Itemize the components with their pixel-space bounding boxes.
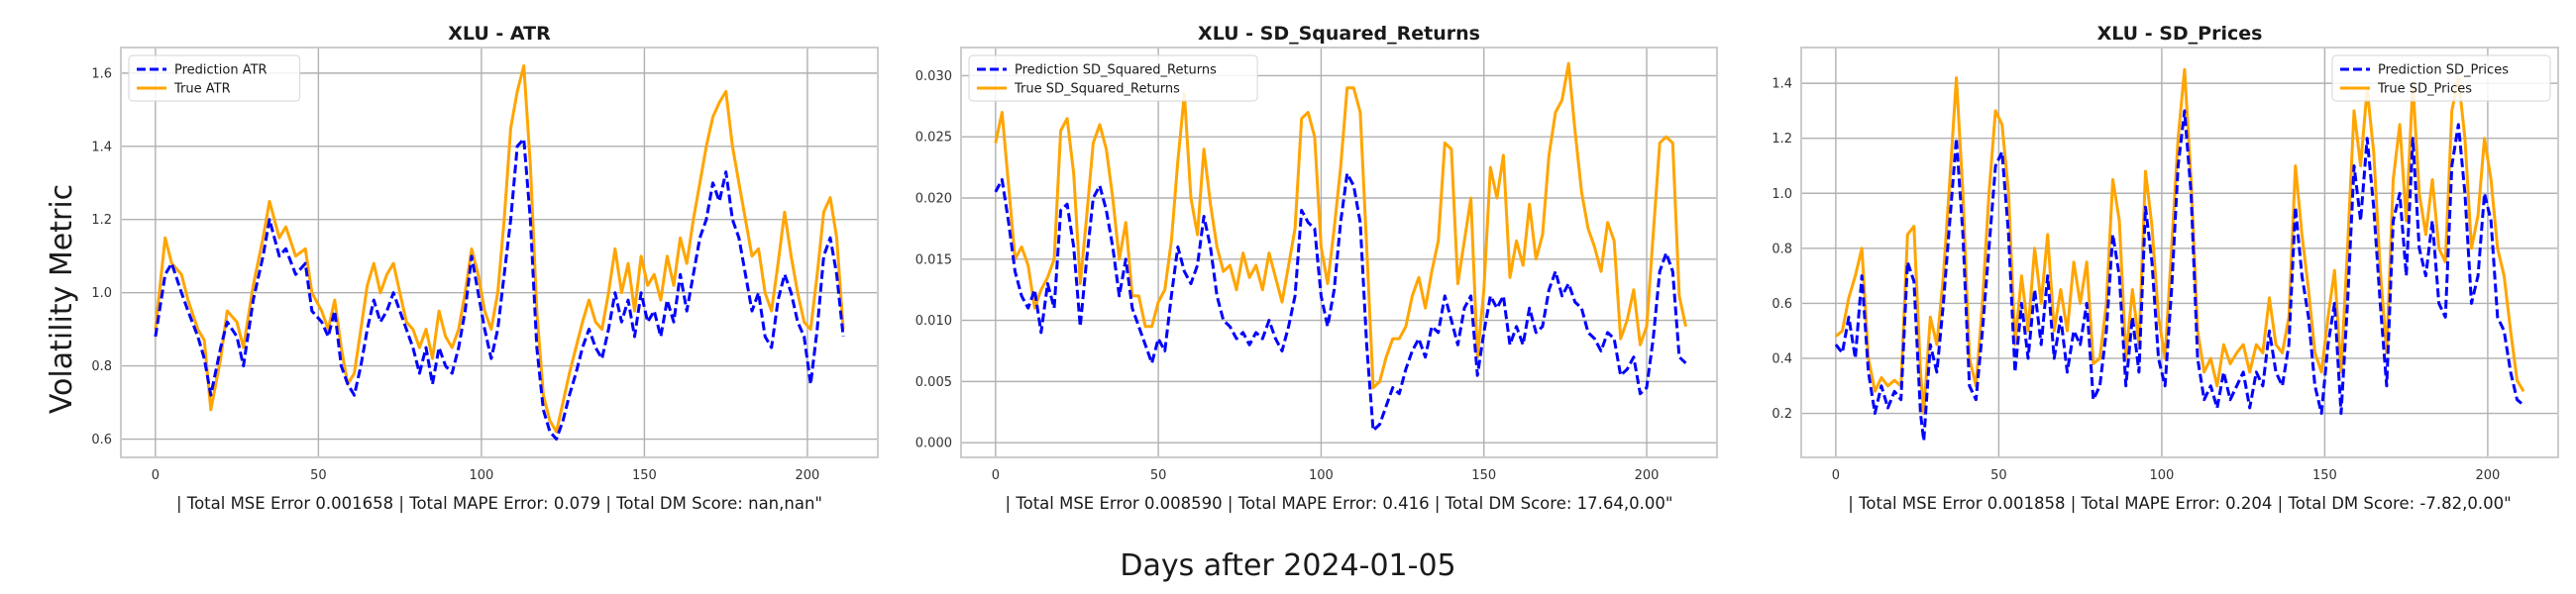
legend: Prediction SD_Prices True SD_Prices [2331,54,2551,102]
subplot-xlabel: | Total MSE Error 0.008590 | Total MAPE … [1006,494,1673,513]
subplot-title: XLU - ATR [448,23,551,45]
legend-label: Prediction ATR [174,63,268,78]
figure-xlabel: Days after 2024-01-05 [1120,548,1455,583]
x-tick-label: 200 [2476,468,2501,483]
true-series-line [1834,67,2525,415]
y-tick-label: 0.6 [1771,297,1792,312]
plot-area [121,48,878,457]
x-tick-label: 50 [310,468,327,483]
axes-frame [120,47,879,458]
legend-label: Prediction SD_Squared_Returns [1015,63,1217,78]
y-tick-label: 1.4 [1771,77,1792,92]
subplot-title: XLU - SD_Squared_Returns [1198,23,1480,45]
legend-box [2331,54,2551,102]
prediction-series-line [1834,109,2525,443]
x-tick-label: 200 [1635,468,1660,483]
y-tick-label: 0.6 [91,433,112,447]
y-tick-label: 1.4 [91,140,112,154]
y-tick-label: 0.025 [915,131,952,146]
x-tick-label: 200 [796,468,820,483]
legend-box [968,54,1258,102]
y-tick-label: 0.030 [915,69,952,84]
x-tick-label: 100 [469,468,493,483]
x-tick-label: 100 [2149,468,2174,483]
subplot-atr: 0.6 0.8 1.0 1.2 1.4 1.6 0 50 100 150 200 XLU - ATR |… [91,23,879,513]
legend: Prediction ATR True ATR [128,54,301,102]
y-tick-label: 0.020 [915,192,952,207]
y-tick-label: 1.2 [91,213,112,228]
x-tick-label: 150 [2312,468,2337,483]
x-tick-label: 0 [1832,468,1840,483]
subplot-sd-prices: 0.2 0.4 0.6 0.8 1.0 1.2 1.4 0 50 100 150 200 XLU - S… [1771,23,2559,513]
legend: Prediction SD_Squared_Returns True SD_Squ… [968,54,1258,102]
subplot-title: XLU - SD_Prices [2097,23,2263,45]
x-tick-label: 100 [1309,468,1334,483]
x-tick-label: 50 [1990,468,2007,483]
y-tick-label: 0.2 [1771,407,1792,422]
axes-frame [960,47,1718,458]
y-tick-label: 0.005 [915,375,952,390]
x-tick-label: 150 [632,468,657,483]
figure-ylabel: Volatility Metric [45,184,79,414]
y-tick-label: 1.6 [91,66,112,81]
prediction-series-line [994,171,1687,433]
y-tick-label: 1.0 [1771,187,1792,202]
prediction-series-line [154,137,845,441]
x-tick-label: 0 [992,468,1000,483]
y-tick-label: 0.010 [915,314,952,329]
legend-box [128,54,301,102]
x-tick-label: 0 [152,468,160,483]
y-tick-label: 0.000 [915,437,952,451]
legend-label: True SD_Prices [2377,82,2472,97]
true-series-line [154,64,845,434]
legend-label: Prediction SD_Prices [2378,63,2509,78]
y-tick-label: 0.015 [915,252,952,267]
y-tick-label: 0.4 [1771,351,1792,366]
subplot-xlabel: | Total MSE Error 0.001658 | Total MAPE … [176,494,822,513]
x-tick-label: 50 [1150,468,1167,483]
y-tick-label: 0.8 [91,359,112,374]
subplot-xlabel: | Total MSE Error 0.001858 | Total MAPE … [1848,494,2511,513]
y-tick-label: 1.2 [1771,132,1792,147]
legend-label: True ATR [173,82,231,97]
true-series-line [994,61,1687,390]
legend-label: True SD_Squared_Returns [1014,82,1180,97]
subplot-sd-squared-returns: 0.000 0.005 0.010 0.015 0.020 0.025 0.030 0 50 10… [915,23,1718,513]
y-tick-label: 0.8 [1771,242,1792,256]
y-tick-label: 1.0 [91,286,112,301]
x-tick-label: 150 [1471,468,1496,483]
axes-frame [1800,47,2559,458]
